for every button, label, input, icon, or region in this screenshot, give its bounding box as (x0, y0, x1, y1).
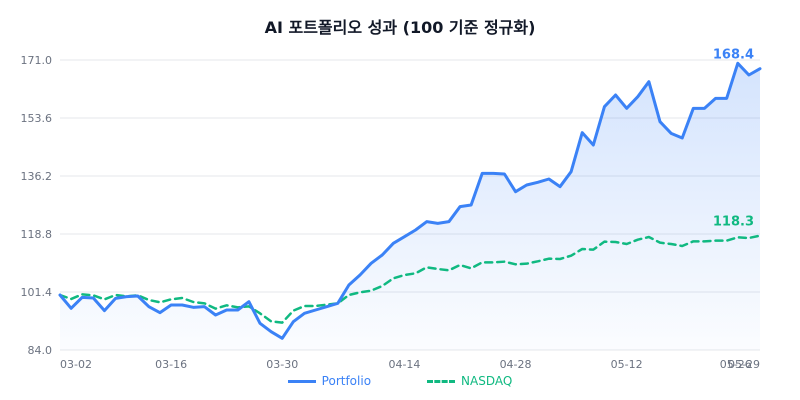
y-tick-label: 118.8 (21, 228, 53, 241)
y-tick-label: 171.0 (21, 54, 53, 67)
x-tick-label: 04-28 (500, 358, 532, 371)
y-tick-label: 84.0 (28, 344, 53, 357)
series-line-nasdaq (58, 234, 762, 324)
legend-swatch-nasdaq (427, 379, 456, 383)
y-tick-label: 136.2 (21, 170, 53, 183)
x-tick-label: 05-12 (611, 358, 643, 371)
legend-label-portfolio: Portfolio (321, 374, 372, 388)
legend-item-nasdaq[interactable]: NASDAQ (427, 374, 512, 388)
legend-swatch-portfolio (287, 379, 316, 383)
x-tick-label: 05-29 (728, 358, 760, 371)
x-tick-label: 03-16 (155, 358, 187, 371)
y-tick-label: 153.6 (21, 112, 53, 125)
x-tick-label: 03-30 (266, 358, 298, 371)
x-tick-label: 03-02 (60, 358, 92, 371)
x-tick-label: 05-26 (720, 358, 752, 371)
legend: Portfolio NASDAQ (0, 374, 800, 388)
end-value-label-nasdaq: 118.3 (713, 215, 754, 230)
portfolio-area-fill (60, 63, 760, 350)
legend-item-portfolio[interactable]: Portfolio (287, 374, 372, 388)
chart-title: AI 포트폴리오 성과 (100 기준 정규화) (264, 18, 536, 37)
y-tick-label: 101.4 (21, 286, 53, 299)
legend-label-nasdaq: NASDAQ (461, 374, 513, 388)
x-tick-label: 04-14 (388, 358, 420, 371)
end-value-label-portfolio: 168.4 (713, 48, 754, 63)
series-line-portfolio (58, 61, 762, 340)
